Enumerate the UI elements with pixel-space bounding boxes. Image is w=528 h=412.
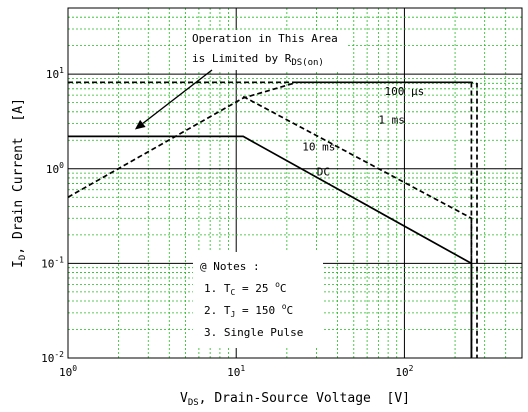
annotation-line-1: Operation in This Area — [192, 32, 338, 45]
y-axis-title: ID, Drain Current [A] — [11, 98, 28, 268]
notes-box: @ Notes : 1. TC = 25 oC 2. TJ = 150 oC 3… — [193, 252, 323, 348]
y-tick-label: 101 — [46, 66, 64, 81]
annotation-line-2-sub: DS(on) — [291, 58, 324, 68]
annotation-arrowhead — [134, 119, 146, 130]
series-1-ms — [242, 95, 473, 358]
x-tick-label: 100 — [59, 364, 77, 379]
x-tick-label: 102 — [395, 364, 413, 379]
annotation-box — [186, 30, 348, 70]
y-tick-label: 100 — [46, 161, 64, 176]
series-10-ms — [67, 81, 473, 358]
annotation-arrow — [142, 69, 213, 124]
y-tick-label: 10-1 — [41, 255, 64, 270]
note-tc: 1. TC = 25 oC — [204, 280, 287, 297]
tick-labels: 100 101 102 10-2 10-1 100 101 — [41, 66, 414, 379]
plot-frame — [67, 7, 523, 359]
annotation-line-2-main: is Limited by R — [192, 52, 292, 65]
series-layer: DC 10 ms 1 ms 100 µs — [67, 81, 478, 358]
notes-background — [193, 252, 323, 348]
y-tick-label: 10-2 — [41, 350, 64, 365]
series-label-1-ms: 1 ms — [378, 114, 405, 127]
x-tick-label: 101 — [227, 364, 245, 379]
note-single-pulse: 3. Single Pulse — [204, 326, 303, 339]
series-label-10-ms: 10 ms — [302, 141, 335, 154]
annotation: Operation in This Area is Limited by RDS… — [134, 30, 348, 130]
series-100-s — [68, 81, 478, 358]
series-label-100-s: 100 µs — [385, 85, 425, 98]
notes-title: @ Notes : — [200, 260, 260, 273]
annotation-line-2: is Limited by RDS(on) — [192, 52, 324, 68]
series-label-dc: DC — [317, 165, 330, 178]
note-tj: 2. TJ = 150 oC — [204, 302, 293, 319]
x-axis-title: VDS, Drain-Source Voltage [V] — [180, 391, 410, 408]
